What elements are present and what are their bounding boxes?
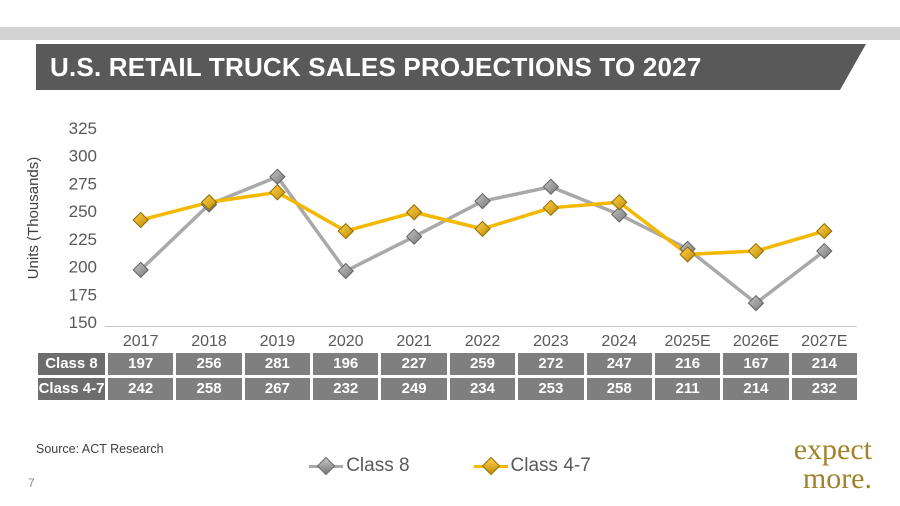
x-category-label: 2022 <box>465 333 501 350</box>
brand-logo-line1: expect <box>793 433 872 466</box>
x-category-label: 2021 <box>396 333 432 350</box>
data-point-marker <box>542 178 560 195</box>
page-title: U.S. RETAIL TRUCK SALES PROJECTIONS TO 2… <box>50 51 702 82</box>
x-category-label: 2027E <box>801 333 847 350</box>
data-point-marker <box>611 206 628 223</box>
y-tick-label: 225 <box>69 230 97 249</box>
y-tick-label: 150 <box>69 313 97 332</box>
y-axis-label: Units (Thousands) <box>25 156 42 280</box>
brand-logo-line2: more. <box>802 461 872 495</box>
data-point-marker <box>816 222 833 240</box>
legend-item-class-8: Class 8 <box>309 455 410 477</box>
x-category-label: 2024 <box>601 333 637 350</box>
table-row-class-8: Class 8 197 256 281 196 227 259 272 247 216 167 214 <box>38 353 857 375</box>
data-point-marker <box>337 222 354 240</box>
table-cell: 197 <box>108 353 174 375</box>
data-point-marker <box>679 246 696 263</box>
x-category-label: 2026E <box>733 333 779 350</box>
top-strip-decoration <box>0 27 900 40</box>
data-point-marker <box>269 168 286 185</box>
table-cell: 227 <box>381 353 447 375</box>
title-banner: U.S. RETAIL TRUCK SALES PROJECTIONS TO 2… <box>36 44 866 90</box>
table-cell: 258 <box>176 378 242 400</box>
table-row-label: Class 8 <box>38 353 105 375</box>
data-point-marker <box>679 240 696 258</box>
page-number: 7 <box>28 476 35 490</box>
table-cell: 232 <box>313 378 379 400</box>
table-cell: 216 <box>654 353 721 375</box>
legend-label-class-8: Class 8 <box>346 455 410 476</box>
table-cell: 272 <box>518 353 584 375</box>
class-4-7-legend-diamond-icon <box>481 456 500 476</box>
table-cell: 247 <box>586 353 652 375</box>
source-note: Source: ACT Research <box>36 442 164 456</box>
chart-legend: Class 8 Class 4-7 <box>0 455 900 477</box>
data-point-marker <box>474 192 491 210</box>
table-cell: 258 <box>586 378 652 400</box>
data-point-marker <box>611 194 628 211</box>
data-point-marker <box>542 199 560 217</box>
table-cell: 281 <box>244 353 311 375</box>
table-cell: 256 <box>176 353 242 375</box>
x-category-label: 2018 <box>191 333 227 350</box>
table-cell: 214 <box>723 378 789 400</box>
table-cell: 232 <box>791 378 857 400</box>
x-category-label: 2023 <box>533 333 569 350</box>
legend-label-class-4-7: Class 4-7 <box>510 455 591 476</box>
y-tick-label: 200 <box>69 258 97 277</box>
y-tick-label: 300 <box>69 147 97 166</box>
data-point-marker <box>337 262 354 280</box>
legend-item-class-4-7: Class 4-7 <box>473 455 591 477</box>
data-table: Class 8 197 256 281 196 227 259 272 247 216 167 214… <box>38 353 857 403</box>
data-point-marker <box>200 196 218 213</box>
x-category-label: 2025E <box>664 333 710 350</box>
series-line-0 <box>138 175 827 305</box>
data-point-marker <box>132 211 149 229</box>
class-4-7-diamond-marker-icon <box>473 456 508 476</box>
class-8-legend-diamond-icon <box>316 456 336 476</box>
table-cell: 253 <box>518 378 584 400</box>
table-cell: 249 <box>381 378 447 400</box>
table-cell: 234 <box>449 378 516 400</box>
table-cell: 267 <box>244 378 311 400</box>
series-line-1 <box>138 190 827 257</box>
data-point-marker <box>816 242 833 260</box>
y-tick-label: 175 <box>69 285 97 304</box>
x-category-label: 2019 <box>260 333 296 350</box>
data-point-marker <box>747 294 765 312</box>
table-cell: 211 <box>654 378 721 400</box>
x-category-label: 2017 <box>123 333 159 350</box>
table-cell: 167 <box>723 353 789 375</box>
data-point-marker <box>405 204 423 221</box>
data-point-marker <box>200 194 218 211</box>
table-cell: 242 <box>108 378 174 400</box>
y-tick-label: 250 <box>69 202 97 221</box>
table-row-class-4-7: Class 4-7 242 258 267 232 249 234 253 258 211 214 2… <box>38 378 857 400</box>
y-tick-label: 275 <box>69 174 97 193</box>
class-8-diamond-marker-icon <box>309 456 344 476</box>
data-point-marker <box>269 184 286 201</box>
y-tick-label: 325 <box>69 119 97 138</box>
table-row-label: Class 4-7 <box>38 378 105 400</box>
x-category-label: 2020 <box>328 333 364 350</box>
data-point-marker <box>747 242 765 260</box>
table-cell: 214 <box>791 353 857 375</box>
data-point-marker <box>474 220 491 238</box>
data-point-marker <box>132 261 149 279</box>
table-cell: 259 <box>449 353 516 375</box>
table-cell: 196 <box>313 353 379 375</box>
brand-logo: expect more. <box>793 433 872 495</box>
data-point-marker <box>405 228 423 245</box>
